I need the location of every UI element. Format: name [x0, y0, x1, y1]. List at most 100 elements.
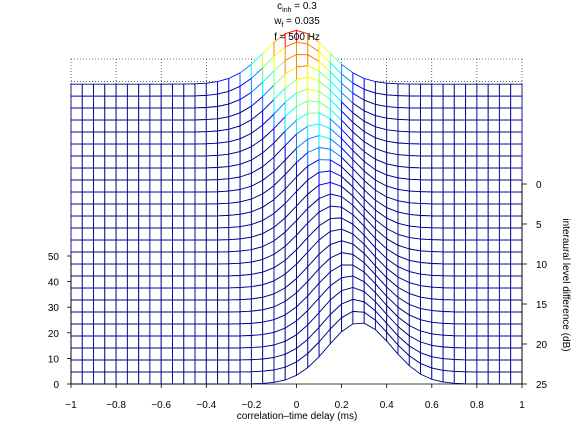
- surface-cell: [205, 347, 219, 361]
- surface-cell: [138, 335, 151, 349]
- surface-cell: [487, 203, 500, 217]
- surface-cell: [465, 167, 478, 181]
- surface-cell: [93, 347, 106, 361]
- surface-cell: [70, 143, 83, 157]
- surface-cell: [172, 335, 185, 349]
- surface-cell: [262, 344, 275, 360]
- surface-cell: [93, 95, 106, 109]
- surface-cell: [386, 129, 399, 144]
- surface-cell: [93, 131, 106, 145]
- surface-cell: [126, 179, 140, 193]
- surface-cell: [442, 119, 455, 133]
- surface-cell: [93, 359, 106, 373]
- surface-cell: [228, 335, 241, 349]
- surface-cell: [476, 119, 489, 133]
- surface-cell: [160, 95, 173, 109]
- surface-cell: [408, 83, 421, 97]
- surface-cell: [194, 299, 207, 313]
- surface-cell: [115, 119, 128, 133]
- surface-cell: [70, 191, 83, 205]
- surface-cell: [465, 287, 478, 301]
- surface-cell: [115, 263, 128, 277]
- surface-cell: [341, 264, 354, 279]
- title-line-1: cinh = 0.3: [277, 1, 317, 14]
- surface-cell: [172, 287, 185, 301]
- surface-cell: [183, 191, 196, 205]
- surface-cell: [442, 263, 455, 277]
- surface-cell: [172, 323, 185, 337]
- surface-cell: [498, 179, 512, 193]
- surface-cell: [408, 95, 421, 109]
- surface-cell: [93, 263, 106, 277]
- surface-cell: [397, 83, 410, 97]
- surface-cell: [420, 155, 433, 169]
- x-tick-labels: −1 −0.8 −0.6 −0.4 −0.2 0 0.2 0.4 0.6 0.8 1: [65, 384, 525, 411]
- surface-cell: [453, 359, 467, 373]
- surface-cell: [476, 107, 489, 121]
- surface-cell: [126, 275, 140, 289]
- surface-cell: [408, 131, 421, 145]
- surface-cell: [487, 179, 500, 193]
- surface-cell: [183, 227, 196, 241]
- surface-cell: [498, 275, 512, 289]
- surface-cell: [104, 83, 117, 97]
- surface-cell: [453, 311, 467, 325]
- surface-cell: [239, 261, 252, 276]
- surface-cell: [93, 155, 106, 169]
- surface-cell: [228, 250, 241, 265]
- surface-cell: [104, 311, 117, 325]
- surface-cell: [386, 82, 399, 97]
- surface-cell: [228, 262, 241, 277]
- surface-cell: [453, 370, 467, 385]
- surface-cell: [498, 251, 512, 265]
- surface-cell: [318, 146, 331, 161]
- surface-cell: [228, 359, 241, 373]
- surface-cell: [81, 107, 94, 121]
- surface-cell: [453, 287, 467, 301]
- surface-cell: [239, 286, 252, 301]
- z-tick-label: 0: [53, 380, 59, 391]
- surface-cell: [228, 176, 241, 192]
- surface-cell: [408, 167, 421, 181]
- surface-cell: [81, 83, 94, 97]
- surface-cell: [453, 83, 467, 97]
- surface-cell: [205, 167, 219, 181]
- surface-cell: [138, 95, 151, 109]
- surface-cell: [431, 191, 444, 205]
- surface-cell: [465, 263, 478, 277]
- surface-cell: [115, 143, 128, 157]
- surface-cell: [420, 250, 433, 264]
- surface-cell: [205, 371, 219, 385]
- surface-cell: [70, 239, 83, 253]
- surface-cell: [205, 251, 219, 265]
- surface-cell: [194, 335, 207, 349]
- x-tick-label: 0.6: [425, 400, 439, 411]
- surface-cell: [194, 191, 207, 205]
- surface-cell: [420, 203, 433, 217]
- surface-cell: [149, 167, 162, 181]
- surface-cell: [104, 215, 117, 229]
- surface-cell: [183, 179, 196, 193]
- surface-cell: [498, 371, 512, 385]
- surface-cell: [465, 311, 478, 325]
- surface-cell: [476, 215, 489, 229]
- surface-cell: [352, 310, 365, 325]
- surface-cell: [93, 251, 106, 265]
- surface-cell: [194, 323, 207, 337]
- surface-cell: [194, 347, 207, 361]
- surface-cell: [431, 179, 444, 193]
- surface-cell: [228, 226, 241, 241]
- surface-cell: [70, 275, 83, 289]
- surface-cell: [498, 287, 512, 301]
- surface-cell: [205, 191, 219, 205]
- surface-cell: [81, 347, 94, 361]
- surface-cell: [510, 251, 523, 265]
- surface-cell: [420, 285, 433, 300]
- surface-cell: [239, 236, 252, 252]
- surface-cell: [420, 167, 433, 181]
- x-tick-label: −0.4: [196, 400, 216, 411]
- surface-cell: [408, 202, 421, 216]
- surface-cell: [476, 287, 489, 301]
- surface-cell: [250, 370, 264, 385]
- surface-cell: [228, 371, 241, 385]
